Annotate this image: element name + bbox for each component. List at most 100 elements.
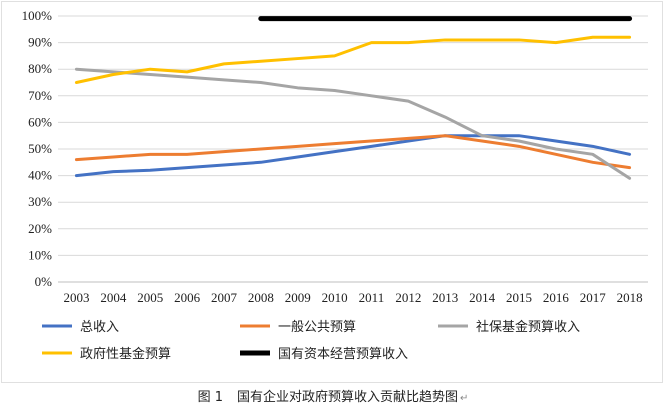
data-point <box>75 82 77 83</box>
data-point <box>518 140 520 142</box>
data-point <box>481 140 483 142</box>
data-point <box>334 55 336 57</box>
series-1 <box>74 134 632 178</box>
y-tick-label: 100% <box>22 8 53 23</box>
x-tick-label: 2014 <box>469 290 496 305</box>
data-point <box>407 100 409 102</box>
legend-label: 一般公共预算 <box>278 319 356 335</box>
data-point <box>555 153 557 155</box>
x-tick-label: 2011 <box>359 290 385 305</box>
data-point <box>112 74 114 76</box>
series-line <box>74 67 632 180</box>
data-point <box>149 169 151 171</box>
legend-label: 政府性基金预算 <box>80 346 171 362</box>
legend-item: 国有资本经营预算收入 <box>240 347 408 362</box>
data-point <box>149 74 151 76</box>
data-point <box>186 153 188 155</box>
data-point <box>149 153 151 155</box>
data-point <box>370 18 372 20</box>
data-point <box>297 18 299 20</box>
data-point <box>518 39 520 41</box>
data-point <box>334 143 336 145</box>
data-point <box>260 18 262 20</box>
data-point <box>75 68 77 70</box>
data-point <box>370 140 372 142</box>
y-tick-label: 50% <box>28 141 52 156</box>
data-point <box>555 140 557 142</box>
figure-number: 图 1 <box>197 390 223 405</box>
data-point <box>112 156 114 158</box>
data-point <box>444 18 446 20</box>
y-tick-label: 30% <box>28 194 52 209</box>
series-line <box>74 134 632 170</box>
data-point <box>75 175 77 177</box>
data-point <box>260 60 262 62</box>
data-point <box>223 63 225 65</box>
data-point <box>260 148 262 150</box>
x-tick-label: 2003 <box>63 290 89 305</box>
figure-title: 国有企业对政府预算收入贡献比趋势图 <box>237 390 459 405</box>
data-point <box>75 159 77 161</box>
data-point <box>518 145 520 147</box>
data-point <box>444 116 446 118</box>
data-point <box>592 36 594 38</box>
y-tick-label: 40% <box>28 168 52 183</box>
figure-caption: 图 1 国有企业对政府预算收入贡献比趋势图 ↵ <box>0 386 666 405</box>
series-line <box>74 134 632 178</box>
data-point <box>481 18 483 20</box>
x-tick-label: 2012 <box>395 290 421 305</box>
x-tick-label: 2017 <box>580 290 607 305</box>
legend-item: 总收入 <box>42 320 119 335</box>
legend-label: 国有资本经营预算收入 <box>278 347 408 362</box>
data-point <box>112 171 114 173</box>
data-point <box>297 156 299 158</box>
data-point <box>297 145 299 147</box>
data-point <box>112 71 114 73</box>
legend-label: 社保基金预算收入 <box>476 319 580 335</box>
data-point <box>223 164 225 166</box>
data-point <box>407 140 409 142</box>
legend-item: 政府性基金预算 <box>42 346 171 362</box>
data-point <box>186 76 188 78</box>
y-tick-label: 60% <box>28 114 52 129</box>
y-tick-label: 80% <box>28 61 52 76</box>
return-mark: ↵ <box>460 393 469 404</box>
x-tick-label: 2009 <box>285 290 311 305</box>
y-tick-label: 20% <box>28 221 52 236</box>
data-point <box>481 39 483 41</box>
data-point <box>592 161 594 163</box>
data-point <box>592 153 594 155</box>
data-point <box>186 71 188 73</box>
data-point <box>629 18 631 20</box>
x-tick-label: 2007 <box>211 290 238 305</box>
data-point <box>370 95 372 97</box>
series-5 <box>258 16 633 22</box>
x-tick-label: 2015 <box>506 290 532 305</box>
data-point <box>334 151 336 153</box>
data-point <box>297 58 299 60</box>
x-tick-label: 2018 <box>617 290 643 305</box>
x-tick-label: 2005 <box>137 290 163 305</box>
data-point <box>223 151 225 153</box>
x-tick-label: 2016 <box>543 290 570 305</box>
data-point <box>592 18 594 20</box>
data-point <box>518 18 520 20</box>
x-tick-label: 2013 <box>432 290 458 305</box>
data-point <box>629 36 631 38</box>
y-tick-label: 70% <box>28 88 52 103</box>
data-point <box>334 18 336 20</box>
data-point <box>592 145 594 147</box>
x-tick-label: 2010 <box>322 290 348 305</box>
data-point <box>518 135 520 137</box>
chart-frame: 0% 10% 20% 30% 40% 50% 60% 70% 80% 90% 100% 2003 20… <box>1 1 663 383</box>
data-point <box>370 42 372 44</box>
x-tick-label: 2004 <box>100 290 127 305</box>
data-point <box>260 82 262 83</box>
data-point <box>297 87 299 89</box>
data-point <box>555 148 557 150</box>
y-tick-label: 10% <box>28 247 52 262</box>
legend-item: 社保基金预算收入 <box>438 319 580 335</box>
series-3 <box>74 67 632 180</box>
data-point <box>629 167 631 169</box>
data-point <box>444 135 446 137</box>
